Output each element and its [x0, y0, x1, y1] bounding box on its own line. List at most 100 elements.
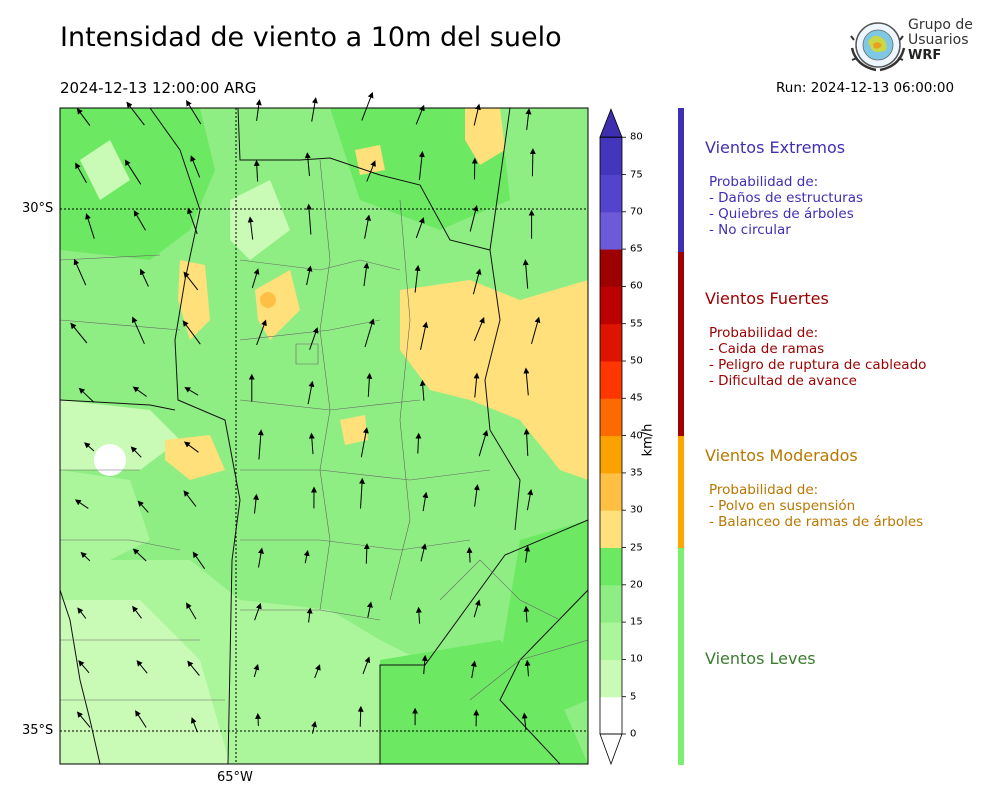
colorbar-extend-min	[599, 733, 623, 766]
wind-arrow	[415, 217, 425, 239]
wind-arrow	[415, 606, 422, 624]
wind-arrow	[363, 262, 370, 287]
wind-field	[60, 108, 588, 764]
wind-arrow	[415, 104, 425, 125]
colorbar-tick-label: 25	[630, 542, 643, 553]
colorbar-tick-label: 50	[630, 355, 643, 367]
lat-label-35: 35°S	[22, 723, 54, 738]
wind-arrow	[80, 551, 91, 562]
colorbar-bin	[600, 174, 622, 213]
wind-arrow	[132, 548, 147, 562]
category-description: Probabilidad de: - Polvo en suspensión - B…	[709, 482, 995, 530]
wind-arrow	[470, 660, 477, 679]
field-zone-southwest	[60, 600, 230, 764]
wind-arrow	[258, 547, 264, 568]
wind-arrow	[420, 321, 429, 351]
colorbar-tick-label: 30	[630, 504, 643, 516]
wind-arrow	[74, 499, 89, 509]
colorbar-bin	[600, 435, 622, 474]
wind-arrow	[306, 607, 313, 623]
wind-arrow	[364, 318, 375, 348]
wind-arrow	[192, 551, 206, 569]
wind-arrow	[472, 268, 482, 295]
category-name: Vientos Fuertes	[705, 289, 829, 308]
field-zone-south-strong	[380, 640, 588, 764]
map-title: Intensidad de viento a 10m del suelo	[60, 22, 562, 53]
wind-arrow	[466, 546, 473, 563]
wind-arrow	[78, 387, 95, 403]
field-patch-yellow-5	[340, 415, 368, 445]
wind-arrow	[523, 605, 530, 623]
wind-arrow	[130, 446, 142, 458]
wind-arrow	[256, 319, 267, 346]
field-zone-east-yellow	[400, 280, 588, 480]
wind-arrow	[137, 500, 149, 513]
wind-arrow	[70, 322, 88, 344]
colorbar-bin	[600, 547, 622, 586]
category-line: - No circular	[709, 222, 791, 238]
wind-arrow	[132, 605, 142, 619]
wind-arrow	[78, 660, 90, 674]
grupo-wrf-logo: Grupo de Usuarios WRF	[848, 18, 973, 74]
category-0: Vientos Extremos Probabilidad de: - Daños …	[705, 138, 995, 238]
wind-arrow	[182, 320, 201, 345]
wind-arrow	[364, 214, 371, 239]
colorbar-bin	[600, 659, 622, 698]
category-name: Vientos Extremos	[705, 138, 846, 157]
wind-arrow	[359, 477, 366, 509]
wind-arrow	[139, 268, 149, 287]
colorbar-bin	[600, 211, 622, 250]
wind-arrow	[473, 372, 480, 398]
wind-vectors	[70, 91, 541, 734]
wind-arrow	[76, 711, 91, 728]
lat-label-30: 30°S	[22, 201, 54, 216]
wind-arrow	[360, 427, 369, 458]
category-line: Probabilidad de:	[709, 325, 819, 341]
colorbar-tick-label: 20	[630, 579, 643, 591]
category-line: Probabilidad de:	[709, 174, 819, 190]
colorbar-tick-label: 15	[630, 616, 643, 628]
category-bars	[678, 108, 684, 765]
wind-arrow	[357, 705, 364, 727]
colorbar-bin	[600, 249, 622, 287]
category-line: - Dificultad de avance	[709, 373, 857, 389]
colorbar-tick-label: 65	[630, 243, 643, 255]
wind-arrow	[473, 317, 485, 341]
lon-label-65: 65°W	[217, 770, 253, 785]
wind-arrow	[124, 159, 142, 185]
wind-arrow	[366, 601, 373, 618]
colorbar-bin	[600, 584, 622, 623]
wind-arrow	[478, 429, 489, 457]
wind-arrow	[525, 108, 532, 130]
wind-arrow	[419, 379, 426, 401]
colorbar-bin	[600, 622, 622, 660]
wind-arrow	[183, 271, 199, 291]
wind-arrow	[363, 543, 370, 564]
category-bar-3	[678, 548, 684, 765]
colorbar-bin	[600, 286, 622, 325]
wind-arrow	[186, 99, 202, 125]
field-patch-calm	[94, 444, 126, 476]
valid-time: 2024-12-13 12:00:00 ARG	[60, 79, 257, 97]
wind-arrow	[187, 207, 198, 235]
category-line: - Caida de ramas	[709, 341, 825, 357]
category-line: - Polvo en suspensión	[709, 498, 856, 514]
wind-arrow	[366, 160, 376, 182]
category-3: Vientos Leves	[705, 649, 995, 668]
wind-arrow	[247, 216, 254, 240]
colorbar	[599, 108, 626, 766]
colorbar-bin	[600, 510, 622, 548]
wind-arrow	[136, 660, 148, 674]
globe-icon	[850, 22, 906, 72]
wind-arrow	[85, 213, 95, 239]
category-name: Vientos Moderados	[705, 446, 858, 465]
wind-arrow	[257, 429, 264, 460]
colorbar-extend-max	[599, 108, 623, 138]
field-patch-orange	[260, 292, 276, 308]
wind-arrow	[421, 654, 428, 675]
wind-arrow	[253, 663, 260, 678]
category-bar-0	[678, 108, 684, 252]
wind-arrow	[307, 380, 315, 405]
wind-arrow	[303, 549, 310, 564]
